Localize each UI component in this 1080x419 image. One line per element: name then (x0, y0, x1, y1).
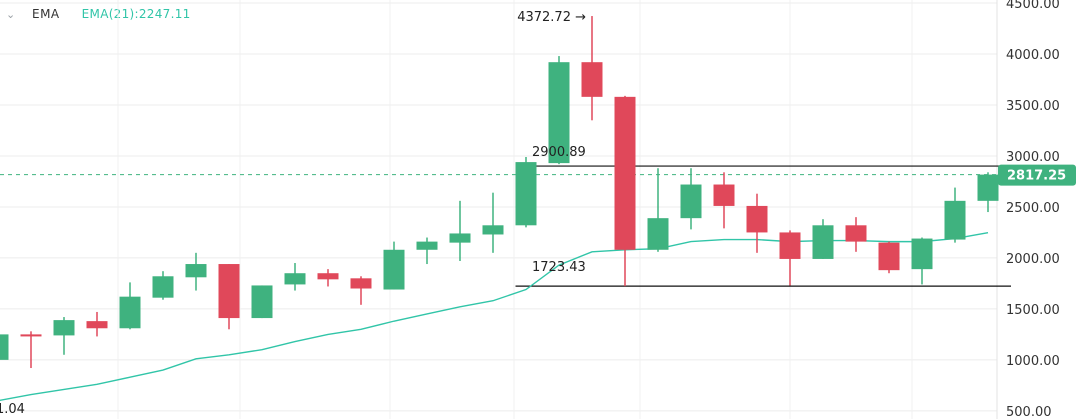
candle-down (581, 62, 603, 97)
indicator-name[interactable]: EMA (32, 7, 60, 21)
y-tick-label: 4500.00 (1006, 0, 1060, 12)
chevron-down-icon[interactable]: ⌄ (6, 7, 16, 21)
candle-down (614, 96, 636, 250)
candle-up (449, 233, 471, 243)
candle-up (284, 273, 306, 285)
y-tick-label: 500.00 (1006, 405, 1052, 419)
candle-up (647, 218, 669, 250)
candle-up (185, 264, 207, 278)
candle-up (548, 62, 570, 164)
candle-up (515, 162, 537, 226)
y-tick-label: 2500.00 (1006, 201, 1060, 216)
candle-up (152, 276, 174, 298)
candle-down (86, 321, 108, 329)
price-annotation: 2900.89 (532, 145, 586, 160)
current-price-label: 2817.25 (1007, 169, 1066, 184)
candle-up (416, 241, 438, 250)
indicator-value: EMA(21):2247.11 (81, 7, 191, 21)
candle-up (812, 225, 834, 259)
candle-down (218, 264, 240, 319)
candle-up (944, 200, 966, 240)
candle-down (20, 334, 42, 337)
candle-up (53, 320, 75, 336)
candle-up (251, 285, 273, 319)
y-tick-label: 1000.00 (1006, 354, 1060, 369)
candle-up (482, 225, 504, 235)
candle-down (779, 232, 801, 259)
candle-down (746, 205, 768, 233)
price-annotation: 1.04 (0, 402, 25, 417)
candle-down (845, 225, 867, 242)
candle-down (713, 184, 735, 206)
candle-up (119, 296, 141, 329)
candle-down (878, 242, 900, 271)
candle-down (317, 273, 339, 280)
indicator-legend: ⌄ EMA EMA(21):2247.11 (0, 5, 191, 23)
price-annotation: 1723.43 (532, 260, 586, 275)
candle-up (0, 334, 9, 360)
y-tick-label: 2000.00 (1006, 252, 1060, 267)
y-tick-label: 3500.00 (1006, 99, 1060, 114)
y-tick-label: 3000.00 (1006, 150, 1060, 165)
candle-up (977, 174, 999, 201)
y-tick-label: 4000.00 (1006, 48, 1060, 63)
candle-up (911, 238, 933, 270)
candle-up (383, 249, 405, 290)
current-price-badge (998, 164, 1076, 186)
y-tick-label: 1500.00 (1006, 303, 1060, 318)
candle-up (680, 184, 702, 219)
price-annotation: 4372.72 → (517, 10, 586, 25)
candle-down (350, 278, 372, 289)
